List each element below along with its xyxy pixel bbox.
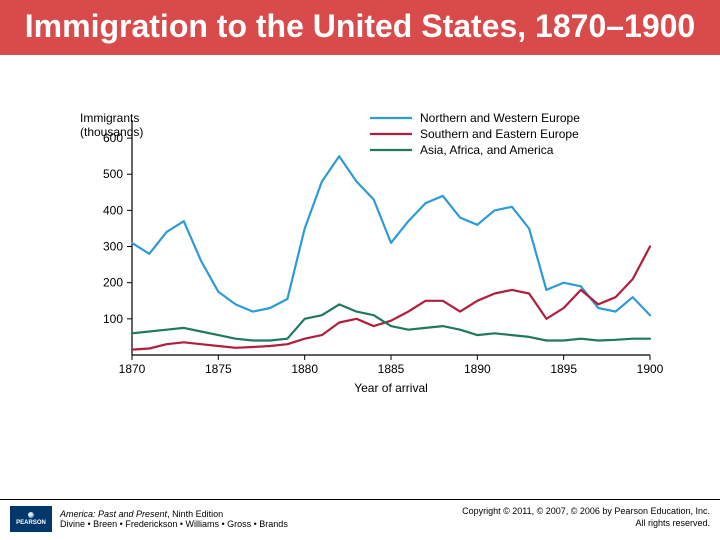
y-tick-label: 400 xyxy=(103,203,123,217)
copyright-line-1: Copyright © 2011, © 2007, © 2006 by Pear… xyxy=(462,506,710,518)
legend-label: Southern and Eastern Europe xyxy=(420,127,579,141)
copyright-line-2: All rights reserved. xyxy=(462,518,710,530)
legend-label: Asia, Africa, and America xyxy=(420,143,554,157)
page-title: Immigration to the United States, 1870–1… xyxy=(25,8,695,44)
x-tick-label: 1885 xyxy=(378,362,405,376)
chart-container: Immigrants(thousands)1002003004005006001… xyxy=(70,110,670,400)
x-tick-label: 1870 xyxy=(119,362,146,376)
y-tick-label: 300 xyxy=(103,240,123,254)
legend-label: Northern and Western Europe xyxy=(420,111,580,125)
line-chart: Immigrants(thousands)1002003004005006001… xyxy=(70,110,670,400)
footer-book-block: America: Past and Present, Ninth Edition… xyxy=(60,509,288,529)
x-tick-label: 1895 xyxy=(550,362,577,376)
series-line xyxy=(132,304,650,340)
title-banner: Immigration to the United States, 1870–1… xyxy=(0,0,720,55)
series-line xyxy=(132,156,650,315)
pearson-logo: PEARSON xyxy=(10,506,52,532)
footer: PEARSON America: Past and Present, Ninth… xyxy=(0,499,720,540)
x-tick-label: 1880 xyxy=(291,362,318,376)
pearson-dot-icon xyxy=(28,512,34,518)
y-tick-label: 600 xyxy=(103,131,123,145)
x-tick-label: 1900 xyxy=(637,362,664,376)
footer-right: Copyright © 2011, © 2007, © 2006 by Pear… xyxy=(462,506,710,529)
book-authors: Divine • Breen • Frederickson • Williams… xyxy=(60,519,288,529)
x-tick-label: 1890 xyxy=(464,362,491,376)
book-title: America: Past and Present xyxy=(60,509,167,519)
y-tick-label: 200 xyxy=(103,276,123,290)
y-axis-title-1: Immigrants xyxy=(80,111,139,125)
x-axis-title: Year of arrival xyxy=(354,381,428,395)
footer-left: PEARSON America: Past and Present, Ninth… xyxy=(10,506,288,532)
pearson-logo-text: PEARSON xyxy=(16,520,46,526)
book-edition: , Ninth Edition xyxy=(167,509,223,519)
y-tick-label: 100 xyxy=(103,312,123,326)
x-tick-label: 1875 xyxy=(205,362,232,376)
y-tick-label: 500 xyxy=(103,167,123,181)
